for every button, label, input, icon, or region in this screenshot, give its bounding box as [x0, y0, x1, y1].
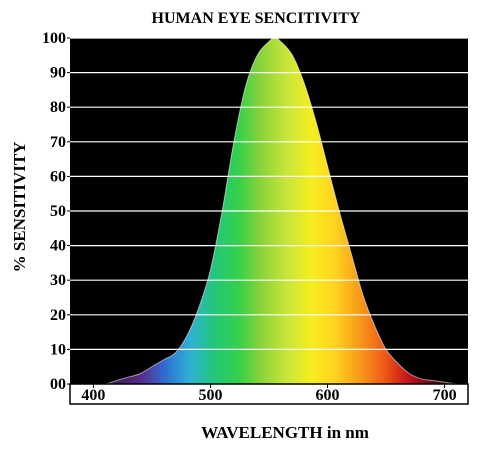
y-tick-label: 80 [50, 99, 66, 116]
y-tick-label: 00 [50, 376, 66, 393]
y-tick-label: 70 [50, 134, 66, 151]
y-tick-label: 50 [50, 203, 66, 220]
y-axis-title: % SENSITIVITY [10, 142, 29, 273]
chart-title: HUMAN EYE SENCITIVITY [152, 10, 361, 27]
y-tick-label: 100 [42, 30, 66, 47]
y-tick-label: 90 [50, 65, 66, 82]
x-tick-label: 400 [81, 387, 105, 404]
x-axis-band [69, 383, 469, 405]
x-axis-ticks: 400 500 600 700 [69, 383, 469, 405]
y-tick-label: 20 [50, 307, 66, 324]
x-tick-label: 700 [433, 387, 457, 404]
gridlines [70, 37, 468, 350]
x-tick-label: 500 [198, 387, 222, 404]
y-tick-label: 30 [50, 272, 66, 289]
y-tick-label: 40 [50, 238, 66, 255]
y-axis-ticks: 00 10 20 30 40 50 60 70 80 90 100 [42, 30, 70, 393]
y-tick-label: 60 [50, 168, 66, 185]
x-tick-label: 600 [316, 387, 340, 404]
y-tick-label: 10 [50, 341, 66, 358]
x-axis-title: WAVELENGTH in nm [201, 423, 369, 442]
sensitivity-curve-line [93, 37, 457, 385]
